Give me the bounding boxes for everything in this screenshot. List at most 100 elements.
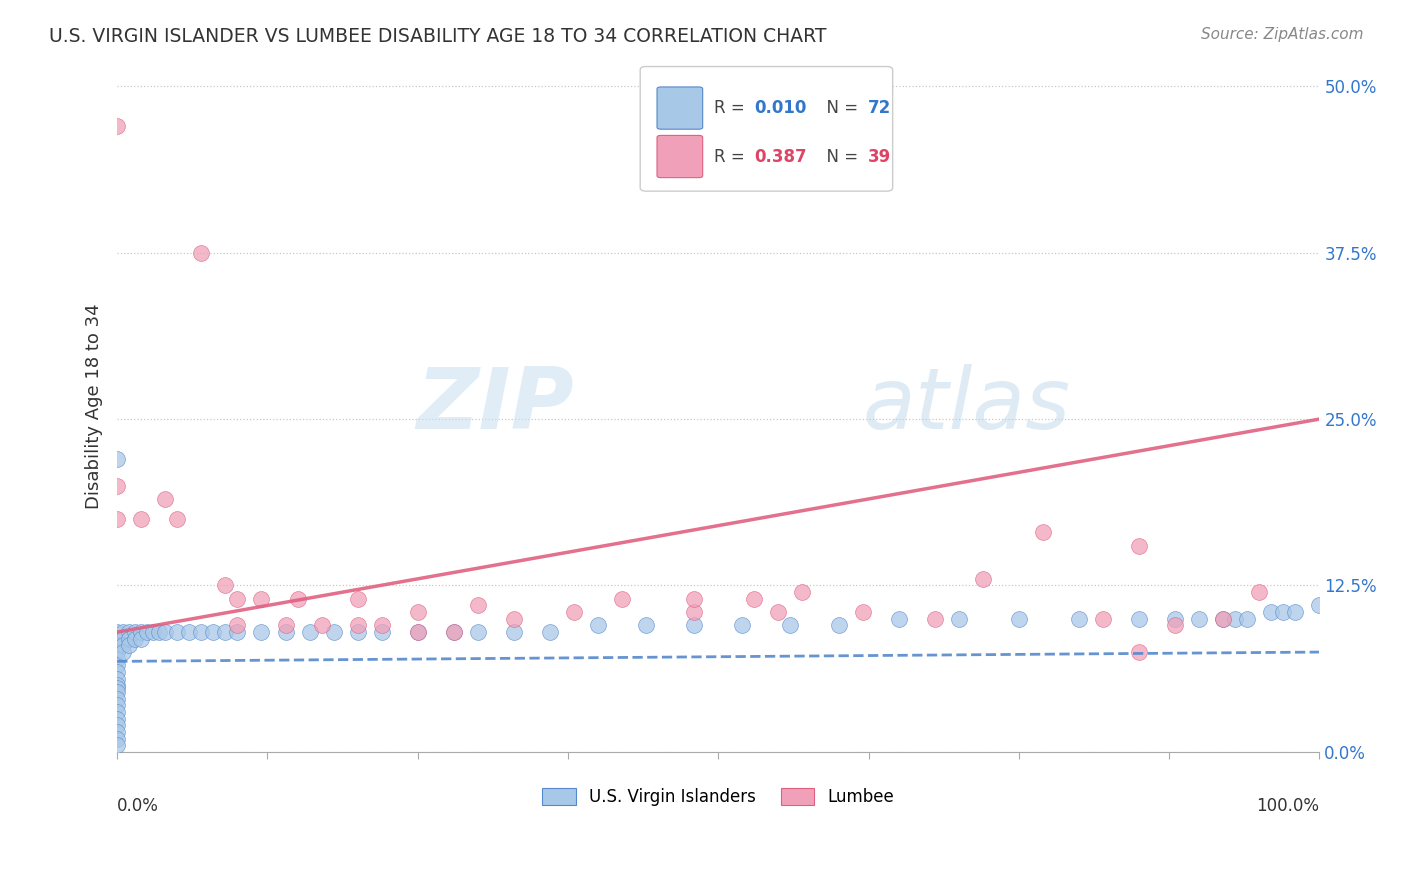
Text: R =: R = <box>713 99 749 117</box>
Point <box>467 599 489 613</box>
Point <box>1128 612 1150 626</box>
Point <box>1128 539 1150 553</box>
Point <box>190 245 212 260</box>
FancyBboxPatch shape <box>657 87 703 129</box>
Point <box>298 625 321 640</box>
Point <box>105 678 128 692</box>
Point <box>105 452 128 467</box>
Point <box>190 625 212 640</box>
Point <box>322 625 344 640</box>
Point <box>731 618 754 632</box>
Point <box>155 625 177 640</box>
Point <box>1067 612 1090 626</box>
Point <box>105 685 128 699</box>
Point <box>124 625 146 640</box>
Point <box>105 478 128 492</box>
Point <box>443 625 465 640</box>
Point <box>636 618 658 632</box>
Point <box>346 625 368 640</box>
FancyBboxPatch shape <box>640 67 893 191</box>
Point <box>214 578 236 592</box>
Text: atlas: atlas <box>863 364 1070 447</box>
Point <box>1164 618 1187 632</box>
Point <box>112 632 135 646</box>
Point <box>562 605 585 619</box>
Point <box>105 725 128 739</box>
Text: 72: 72 <box>868 99 890 117</box>
Point <box>467 625 489 640</box>
Point <box>105 698 128 713</box>
Point <box>105 712 128 726</box>
Point <box>972 572 994 586</box>
Point <box>1308 599 1330 613</box>
Point <box>274 625 297 640</box>
Point <box>105 651 128 665</box>
Point <box>105 632 128 646</box>
FancyBboxPatch shape <box>657 136 703 178</box>
Text: N =: N = <box>815 147 863 166</box>
Point <box>1212 612 1234 626</box>
Point <box>406 625 429 640</box>
Text: U.S. VIRGIN ISLANDER VS LUMBEE DISABILITY AGE 18 TO 34 CORRELATION CHART: U.S. VIRGIN ISLANDER VS LUMBEE DISABILIT… <box>49 27 827 45</box>
Point <box>105 625 128 640</box>
Point <box>105 672 128 686</box>
Point <box>226 625 249 640</box>
Point <box>768 605 790 619</box>
Point <box>118 625 141 640</box>
Point <box>129 625 152 640</box>
Point <box>105 658 128 673</box>
Point <box>1212 612 1234 626</box>
Point <box>112 639 135 653</box>
Point <box>105 665 128 679</box>
Point <box>346 618 368 632</box>
Point <box>287 591 309 606</box>
Point <box>148 625 170 640</box>
Point <box>610 591 633 606</box>
Text: ZIP: ZIP <box>416 364 574 447</box>
Text: 0.387: 0.387 <box>755 147 807 166</box>
Point <box>112 645 135 659</box>
Point <box>503 612 526 626</box>
Point <box>105 639 128 653</box>
Point <box>792 585 814 599</box>
Point <box>112 625 135 640</box>
Point <box>887 612 910 626</box>
Point <box>1032 525 1054 540</box>
Point <box>683 618 706 632</box>
Point <box>406 625 429 640</box>
Point <box>179 625 201 640</box>
Point <box>105 705 128 719</box>
Point <box>250 625 273 640</box>
Point <box>136 625 159 640</box>
Point <box>683 591 706 606</box>
Point <box>274 618 297 632</box>
Point <box>1260 605 1282 619</box>
Point <box>142 625 165 640</box>
Point <box>1008 612 1031 626</box>
Text: Source: ZipAtlas.com: Source: ZipAtlas.com <box>1201 27 1364 42</box>
Text: N =: N = <box>815 99 863 117</box>
Point <box>105 512 128 526</box>
Point <box>503 625 526 640</box>
Point <box>779 618 801 632</box>
Point <box>166 512 188 526</box>
Point <box>538 625 561 640</box>
Point <box>1272 605 1295 619</box>
Point <box>1092 612 1115 626</box>
Point <box>1225 612 1247 626</box>
Point <box>105 681 128 695</box>
Point <box>105 691 128 706</box>
Point <box>105 718 128 732</box>
Point <box>924 612 946 626</box>
Text: 0.0%: 0.0% <box>117 797 159 815</box>
Point <box>166 625 188 640</box>
Point <box>1284 605 1306 619</box>
Point <box>827 618 849 632</box>
Point <box>105 731 128 746</box>
Point <box>124 632 146 646</box>
Point <box>443 625 465 640</box>
Text: 100.0%: 100.0% <box>1257 797 1319 815</box>
Point <box>683 605 706 619</box>
Point <box>1164 612 1187 626</box>
Point <box>129 512 152 526</box>
